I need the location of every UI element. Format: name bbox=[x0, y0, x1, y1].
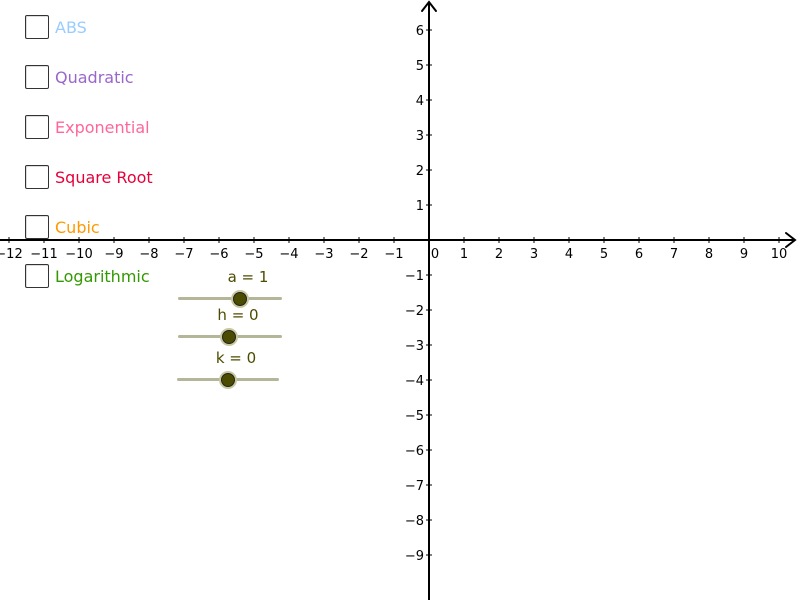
checkbox-square-root[interactable]: Square Root bbox=[25, 163, 153, 191]
checkbox-label-abs: ABS bbox=[55, 17, 87, 37]
x-tick-label: 10 bbox=[771, 247, 788, 262]
y-tick-label: −3 bbox=[405, 339, 424, 354]
x-tick-label: 8 bbox=[705, 247, 713, 262]
y-tick-label: 1 bbox=[416, 199, 424, 214]
y-axis-arrow bbox=[421, 0, 437, 12]
slider-k-knob[interactable] bbox=[221, 373, 235, 387]
y-axis-ticks: 6 5 4 3 2 1 −1 −2 −3 −4 −5 −6 −7 −8 −9 bbox=[405, 24, 432, 564]
checkbox-box-quadratic[interactable] bbox=[25, 65, 49, 89]
x-tick-label: 1 bbox=[460, 247, 468, 262]
checkbox-exponential[interactable]: Exponential bbox=[25, 113, 150, 141]
checkbox-logarithmic[interactable]: Logarithmic bbox=[25, 262, 150, 290]
y-tick-label: 3 bbox=[416, 129, 424, 144]
y-tick-label: 5 bbox=[416, 59, 424, 74]
x-tick-label: −3 bbox=[314, 247, 333, 262]
y-tick-label: −6 bbox=[405, 444, 424, 459]
x-tick-label: −2 bbox=[349, 247, 368, 262]
slider-k-label: k = 0 bbox=[215, 349, 257, 367]
x-tick-label: −11 bbox=[30, 247, 57, 262]
checkbox-label-cubic: Cubic bbox=[55, 217, 100, 237]
x-tick-label: −1 bbox=[384, 247, 403, 262]
checkbox-label-exponential: Exponential bbox=[55, 117, 150, 137]
x-tick-label: 7 bbox=[670, 247, 678, 262]
x-tick-label: 0 bbox=[431, 247, 439, 262]
checkbox-box-square-root[interactable] bbox=[25, 165, 49, 189]
checkbox-abs[interactable]: ABS bbox=[25, 13, 87, 41]
y-tick-label: −4 bbox=[405, 374, 424, 389]
x-axis-arrow bbox=[785, 232, 797, 248]
x-tick-label: −9 bbox=[104, 247, 123, 262]
y-tick-label: 2 bbox=[416, 164, 424, 179]
checkbox-label-quadratic: Quadratic bbox=[55, 67, 134, 87]
y-tick-label: 6 bbox=[416, 24, 424, 39]
x-tick-label: 3 bbox=[530, 247, 538, 262]
checkbox-box-logarithmic[interactable] bbox=[25, 264, 49, 288]
checkbox-label-square-root: Square Root bbox=[55, 167, 153, 187]
slider-h-knob[interactable] bbox=[222, 330, 236, 344]
x-tick-label: −8 bbox=[139, 247, 158, 262]
y-tick-label: −8 bbox=[405, 514, 424, 529]
y-tick-label: −1 bbox=[405, 269, 424, 284]
y-tick-label: −9 bbox=[405, 549, 424, 564]
slider-a-track[interactable] bbox=[178, 297, 282, 300]
slider-h-label: h = 0 bbox=[217, 306, 259, 324]
checkbox-box-exponential[interactable] bbox=[25, 115, 49, 139]
y-tick-label: 4 bbox=[416, 94, 424, 109]
x-tick-label: −10 bbox=[65, 247, 92, 262]
x-tick-label: 2 bbox=[495, 247, 503, 262]
checkbox-box-cubic[interactable] bbox=[25, 215, 49, 239]
x-axis-ticks: −12 −11 −10 −9 −8 −7 −6 −5 −4 −3 −2 −1 0 1 2 3 4 5 6 7 8 9 10 bbox=[0, 237, 787, 262]
slider-a-knob[interactable] bbox=[233, 292, 247, 306]
slider-k[interactable]: k = 0 bbox=[176, 348, 286, 392]
y-tick-label: −7 bbox=[405, 479, 424, 494]
x-tick-label: −5 bbox=[244, 247, 263, 262]
x-tick-label: −6 bbox=[209, 247, 228, 262]
slider-a-label: a = 1 bbox=[227, 268, 269, 286]
x-tick-label: −7 bbox=[174, 247, 193, 262]
checkbox-box-abs[interactable] bbox=[25, 15, 49, 39]
x-tick-label: 4 bbox=[565, 247, 573, 262]
y-tick-label: −5 bbox=[405, 409, 424, 424]
checkbox-quadratic[interactable]: Quadratic bbox=[25, 63, 134, 91]
x-tick-label: 5 bbox=[600, 247, 608, 262]
x-tick-label: −12 bbox=[0, 247, 23, 262]
y-tick-label: −2 bbox=[405, 304, 424, 319]
x-tick-label: 6 bbox=[635, 247, 643, 262]
slider-a[interactable]: a = 1 bbox=[176, 266, 286, 310]
slider-h[interactable]: h = 0 bbox=[176, 305, 286, 349]
x-tick-label: 9 bbox=[740, 247, 748, 262]
checkbox-cubic[interactable]: Cubic bbox=[25, 213, 100, 241]
x-tick-label: −4 bbox=[279, 247, 298, 262]
checkbox-label-logarithmic: Logarithmic bbox=[55, 266, 150, 286]
